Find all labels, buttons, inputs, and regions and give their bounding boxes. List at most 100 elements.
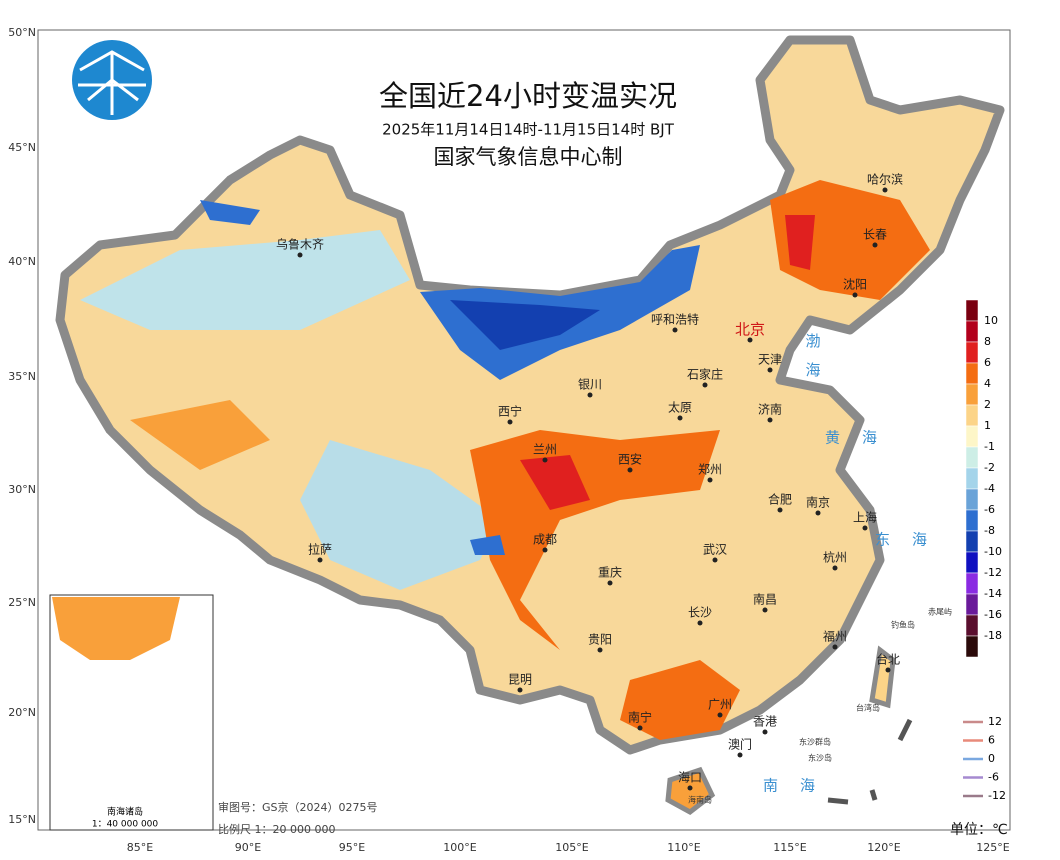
legend-label: -4	[984, 482, 995, 495]
legend-label: 8	[984, 335, 991, 348]
city-label: 呼和浩特	[651, 312, 699, 327]
city-dot	[882, 187, 888, 193]
cold-region	[450, 300, 600, 350]
legend-label: -18	[984, 629, 1002, 642]
legend-label: 2	[984, 398, 991, 411]
legend-label: -2	[984, 461, 995, 474]
legend-label: -8	[984, 524, 995, 537]
city-label: 贵阳	[588, 633, 612, 647]
city-label: 南宁	[628, 710, 652, 725]
lat-label: 40°N	[8, 255, 36, 268]
island-label: 东沙岛	[808, 753, 832, 763]
city-label: 南京	[806, 495, 830, 510]
city-label: 兰州	[533, 443, 557, 457]
legend-swatch	[965, 362, 979, 385]
legend-swatch	[965, 488, 979, 511]
lat-label: 25°N	[8, 596, 36, 609]
legend-swatch	[965, 404, 979, 427]
dash	[897, 718, 913, 742]
legend-swatch	[965, 509, 979, 532]
cool-region	[300, 440, 500, 590]
city-label: 成都	[533, 533, 557, 547]
legend-swatch	[965, 467, 979, 490]
city-dot	[767, 417, 773, 423]
legend-swatch	[965, 425, 979, 448]
lon-label: 95°E	[339, 841, 365, 854]
city-dot	[672, 327, 678, 333]
logo	[72, 40, 152, 120]
legend-swatch	[965, 320, 979, 343]
city-dot	[832, 644, 838, 650]
city-dot	[677, 415, 683, 421]
legend-label: 10	[984, 314, 998, 327]
city-label: 南昌	[753, 592, 777, 607]
lon-label: 120°E	[867, 841, 900, 854]
logo-lines	[78, 50, 146, 115]
legend-swatch	[965, 572, 979, 595]
warm-region	[620, 660, 740, 740]
city-dot	[597, 647, 603, 653]
city-label: 昆明	[508, 673, 532, 687]
legend-label: -16	[984, 608, 1002, 621]
legend-swatch	[965, 614, 979, 637]
city-label: 长春	[863, 228, 887, 242]
warm-region	[130, 400, 270, 470]
city-dot	[852, 292, 858, 298]
city-label: 杭州	[823, 550, 847, 565]
city-dot	[542, 457, 548, 463]
city-label: 西安	[618, 452, 642, 467]
city-label: 银川	[578, 378, 602, 392]
city-label: 哈尔滨	[867, 172, 903, 187]
city-label: 拉萨	[308, 542, 332, 557]
city-dot	[717, 712, 723, 718]
city-dot	[697, 620, 703, 626]
legend-label: -10	[984, 545, 1002, 558]
city-label: 福州	[823, 629, 847, 644]
city-label: 济南	[758, 402, 782, 417]
unit: 单位：℃	[950, 822, 1008, 838]
cold-region	[200, 200, 260, 225]
china-map	[55, 35, 1005, 815]
island-label: 钓鱼岛	[891, 620, 915, 630]
city-dot	[815, 510, 821, 516]
city-label: 香港	[753, 715, 777, 729]
city-dot	[862, 525, 868, 531]
city-dot	[587, 392, 593, 398]
city-label: 太原	[668, 400, 692, 415]
approval: 审图号：GS京（2024）0275号	[218, 800, 378, 814]
island-label: 台湾岛	[856, 703, 880, 713]
city-dot	[767, 367, 773, 373]
legend-swatch	[965, 299, 979, 322]
credit: 国家气象信息中心制	[434, 145, 623, 169]
line-legend-label: 6	[988, 734, 995, 747]
lon-label: 125°E	[976, 841, 1009, 854]
scale: 比例尺 1：20 000 000	[218, 822, 335, 836]
legend-swatch	[965, 551, 979, 574]
line-legend-label: -6	[988, 771, 999, 784]
city-dot	[832, 565, 838, 571]
city-dot	[712, 557, 718, 563]
city-dot	[297, 252, 303, 258]
city-label: 重庆	[598, 566, 622, 580]
city-label: 西宁	[498, 404, 522, 419]
city-dot	[627, 467, 633, 473]
taiwan	[869, 645, 896, 709]
city-dot	[872, 242, 878, 248]
dash	[869, 789, 878, 801]
legend-label: -1	[984, 440, 995, 453]
legend-swatch	[965, 593, 979, 616]
legend-swatch	[965, 446, 979, 469]
line-legend-label: -12	[988, 789, 1006, 802]
legend-swatch	[965, 635, 979, 658]
sea-label: 黄海	[825, 429, 899, 447]
legend-label: 4	[984, 377, 991, 390]
warm-region	[470, 430, 720, 650]
legend-swatch	[965, 530, 979, 553]
city-label: 合肥	[768, 492, 792, 507]
city-dot	[777, 507, 783, 513]
lat-label: 20°N	[8, 706, 36, 719]
city-dot	[517, 687, 523, 693]
city-label: 海口	[678, 770, 702, 785]
sea-label: 东海	[875, 531, 949, 549]
lat-label: 35°N	[8, 370, 36, 383]
